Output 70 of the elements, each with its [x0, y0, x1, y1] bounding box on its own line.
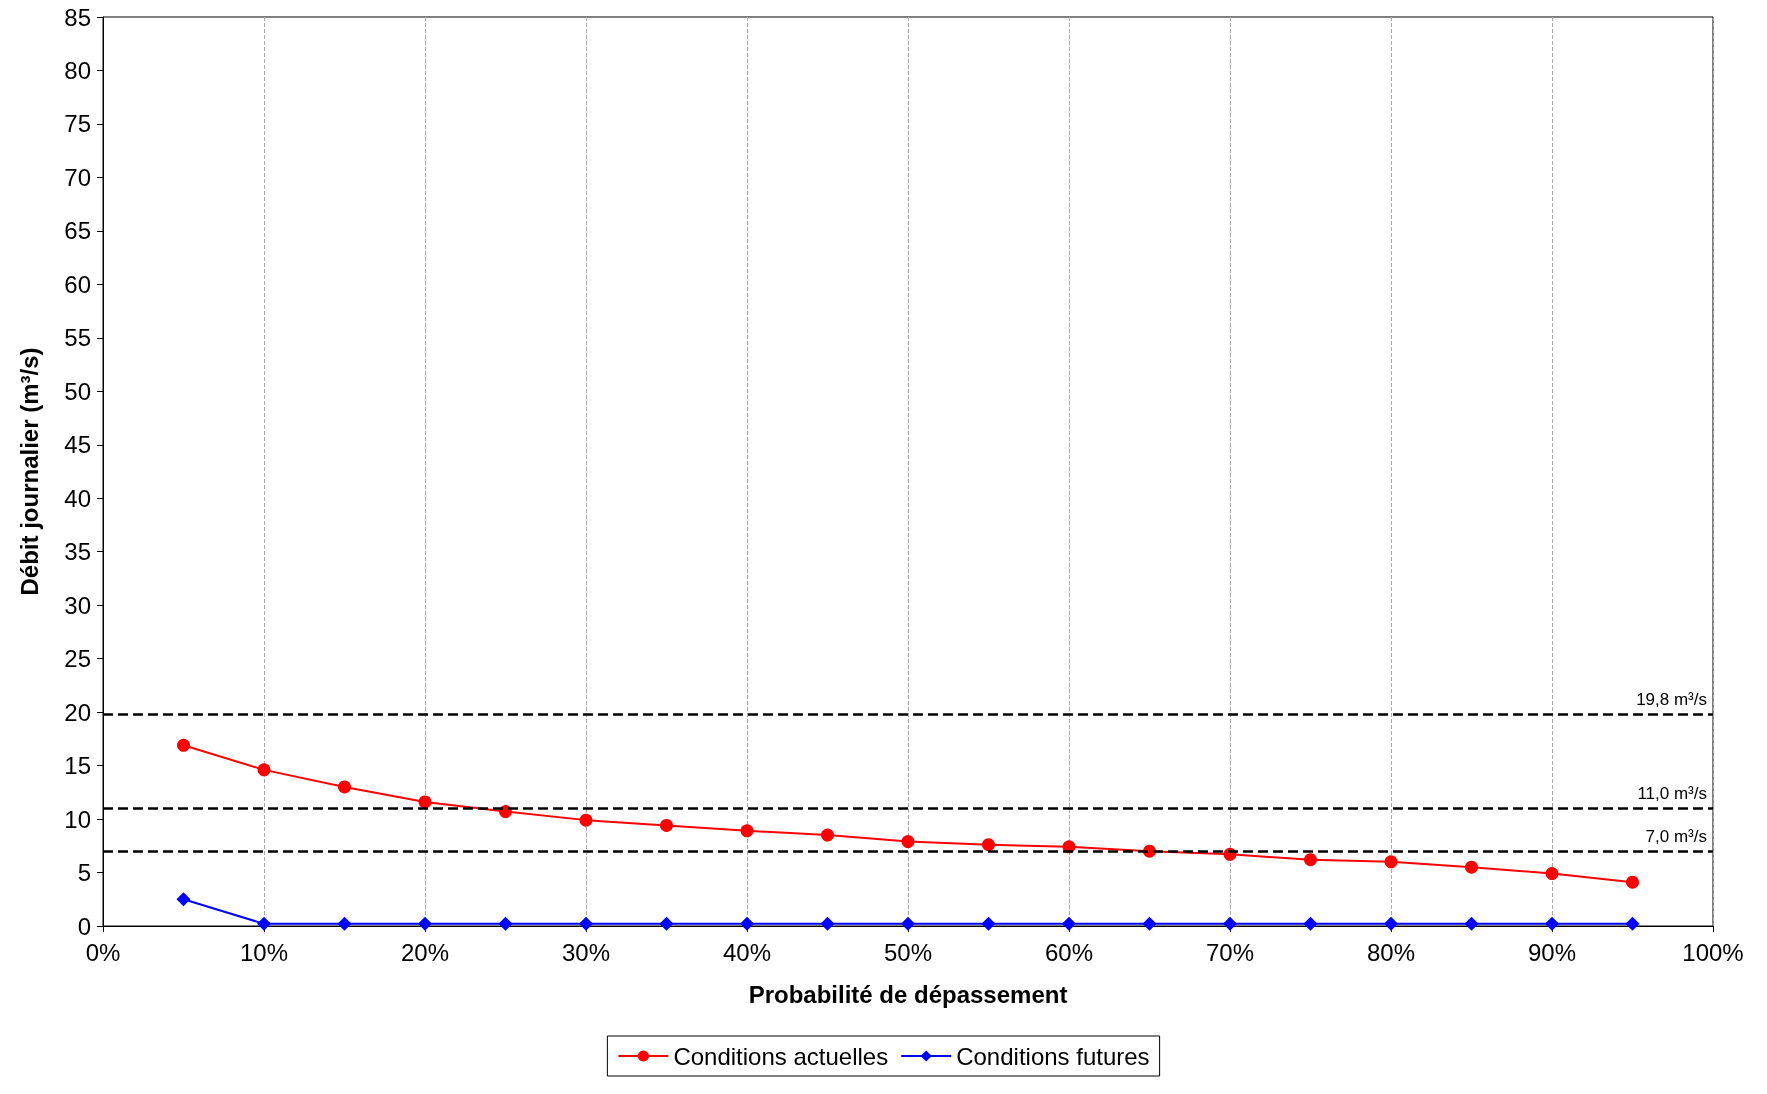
y-tick-label: 5 [77, 859, 91, 887]
point [498, 916, 513, 931]
point [1142, 916, 1157, 931]
y-tick-label: 35 [64, 538, 91, 566]
y-tick-label: 65 [64, 217, 91, 245]
y-tick-label: 75 [64, 110, 91, 138]
point [1303, 916, 1318, 931]
point [1304, 853, 1317, 867]
point [901, 916, 915, 931]
legend-label: Conditions actuelles [673, 1042, 889, 1070]
point [1384, 855, 1398, 869]
point [1545, 867, 1559, 881]
point [1465, 860, 1478, 874]
x-tick-label: 0% [85, 938, 121, 966]
x-tick-label: 50% [883, 938, 933, 966]
ref-line-label: 7,0 m³/s [1645, 827, 1707, 847]
x-tick-label: 100% [1682, 938, 1744, 966]
point [740, 916, 754, 931]
point [177, 738, 190, 752]
x-tick-label: 60% [1044, 938, 1094, 966]
point [820, 916, 835, 931]
point [821, 828, 834, 842]
y-tick-label: 55 [64, 324, 91, 352]
point [257, 763, 271, 777]
point [1626, 875, 1639, 889]
y-tick-label: 85 [64, 3, 91, 31]
point [418, 795, 432, 809]
point [579, 916, 593, 931]
y-tick-label: 15 [64, 752, 91, 780]
point [176, 892, 191, 907]
y-tick-label: 80 [64, 56, 91, 84]
legend-label: Conditions futures [956, 1042, 1150, 1070]
ref-line-label: 19,8 m³/s [1636, 690, 1707, 710]
point [659, 916, 674, 931]
point [1384, 916, 1398, 931]
x-tick-label: 90% [1527, 938, 1577, 966]
point [660, 818, 673, 832]
point [981, 916, 996, 931]
ref-line-label: 11,0 m³/s [1637, 784, 1707, 804]
x-tick-label: 10% [239, 938, 289, 966]
y-tick-label: 30 [64, 591, 91, 619]
y-tick-label: 70 [64, 163, 91, 191]
point [1545, 916, 1559, 931]
point [1223, 916, 1237, 931]
x-axis-title: Probabilité de dépassement [748, 980, 1068, 1008]
y-axis-title: Débit journalier (m³/s) [15, 347, 43, 596]
y-tick-label: 10 [64, 805, 91, 833]
point [740, 824, 754, 838]
y-tick-label: 20 [64, 698, 91, 726]
x-tick-label: 80% [1366, 938, 1416, 966]
y-tick-label: 0 [77, 912, 91, 940]
point [579, 813, 593, 827]
x-tick-label: 30% [561, 938, 611, 966]
point [901, 835, 915, 849]
point [338, 780, 351, 794]
y-tick-label: 50 [64, 377, 91, 405]
y-tick-label: 40 [64, 484, 91, 512]
y-tick-label: 25 [64, 645, 91, 673]
point [1625, 916, 1640, 931]
point [337, 916, 352, 931]
x-tick-label: 40% [722, 938, 772, 966]
point [1464, 916, 1479, 931]
y-tick-label: 60 [64, 270, 91, 298]
point [418, 916, 432, 931]
y-tick-label: 45 [64, 431, 91, 459]
x-tick-label: 70% [1205, 938, 1255, 966]
x-tick-label: 20% [400, 938, 450, 966]
point [982, 838, 995, 852]
point [257, 916, 271, 931]
point [1062, 916, 1076, 931]
